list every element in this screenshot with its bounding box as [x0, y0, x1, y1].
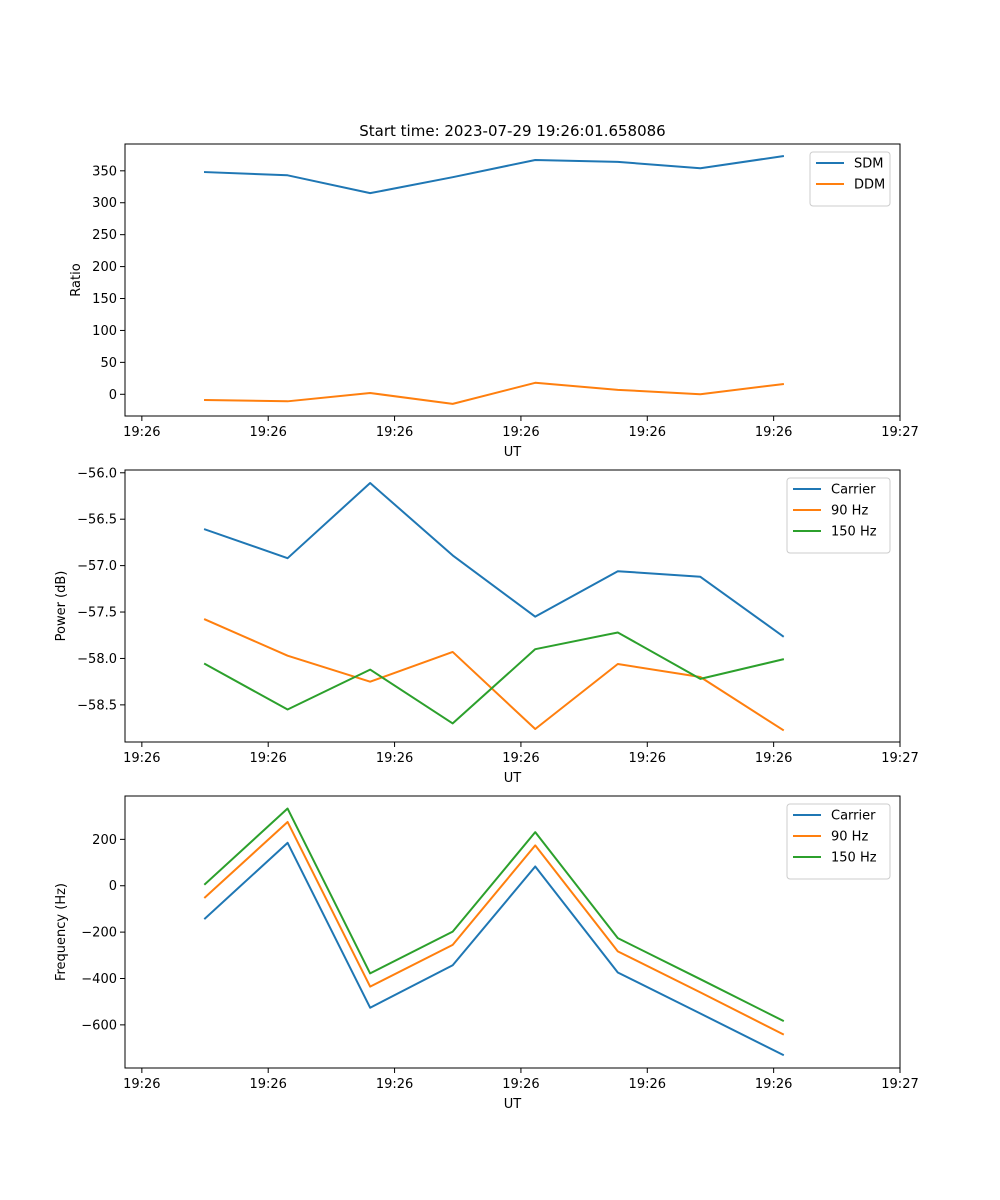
x-tick-label: 19:26 [755, 751, 792, 766]
x-tick-label: 19:26 [123, 751, 160, 766]
axes-frame [124, 795, 901, 1069]
legend-label: DDM [854, 178, 885, 193]
axes-frame [124, 469, 901, 743]
x-tick-label: 19:26 [629, 751, 666, 766]
x-tick-label: 19:27 [881, 425, 918, 440]
chart-panel-2: 19:26 19:26 19:26 19:26 19:26 19:26 19:27 UT −58… [54, 466, 919, 786]
legend-box [786, 477, 891, 554]
y-tick-label: 0 [109, 388, 117, 403]
x-tick-label: 19:26 [123, 1077, 160, 1092]
x-tick-label: 19:26 [376, 1077, 413, 1092]
chart-panel-3: 19:26 19:26 19:26 19:26 19:26 19:26 19:27 UT −60… [54, 795, 919, 1112]
y-tick-label: 350 [92, 164, 117, 179]
series-line-90-hz [203, 618, 785, 732]
y-tick-label: 200 [92, 833, 117, 848]
x-tick-label: 19:26 [249, 1077, 286, 1092]
legend-label: 90 Hz [831, 830, 868, 845]
series-line-150-hz [203, 631, 785, 725]
y-tick-label: −56.5 [77, 513, 117, 528]
x-tick-label: 19:26 [502, 1077, 539, 1092]
y-tick-label: 250 [92, 228, 117, 243]
y-axis-label: Power (dB) [54, 571, 69, 642]
legend-label: SDM [854, 157, 883, 172]
y-axis-label: Ratio [69, 263, 84, 296]
series-line-ddm [204, 381, 785, 405]
legend-label: 150 Hz [831, 525, 877, 540]
series-line-90-hz [203, 820, 785, 1036]
y-tick-label: −200 [81, 926, 117, 941]
legend-label: 90 Hz [831, 504, 868, 519]
y-tick-label: 300 [92, 196, 117, 211]
y-tick-label: 200 [92, 260, 117, 275]
legend-box [786, 803, 891, 880]
series-line-sdm [203, 154, 785, 195]
y-axis-label: Frequency (Hz) [54, 883, 69, 981]
y-tick-label: −58.5 [77, 698, 117, 713]
y-tick-label: 100 [92, 324, 117, 339]
x-tick-label: 19:26 [629, 1077, 666, 1092]
x-tick-label: 19:26 [123, 425, 160, 440]
chart-panel-1: Start time: 2023-07-29 19:26:01.658086 19… [69, 122, 919, 460]
x-tick-label: 19:26 [376, 751, 413, 766]
x-tick-label: 19:26 [629, 425, 666, 440]
x-tick-label: 19:27 [881, 1077, 918, 1092]
y-tick-label: 150 [92, 292, 117, 307]
y-tick-label: −57.5 [77, 606, 117, 621]
series-line-carrier [203, 841, 785, 1057]
legend-label: Carrier [831, 483, 876, 498]
axes-frame [124, 143, 901, 417]
series-line-carrier [203, 482, 785, 638]
y-tick-label: 0 [109, 879, 117, 894]
x-tick-label: 19:26 [502, 425, 539, 440]
x-axis-label: UT [504, 1097, 522, 1112]
x-tick-label: 19:26 [755, 425, 792, 440]
x-tick-label: 19:26 [502, 751, 539, 766]
x-axis-label: UT [504, 445, 522, 460]
y-tick-label: −400 [81, 972, 117, 987]
y-tick-label: −600 [81, 1018, 117, 1033]
x-tick-label: 19:27 [881, 751, 918, 766]
x-tick-label: 19:26 [249, 425, 286, 440]
x-tick-label: 19:26 [376, 425, 413, 440]
x-axis-label: UT [504, 771, 522, 786]
x-tick-label: 19:26 [249, 751, 286, 766]
y-tick-label: −57.0 [77, 559, 117, 574]
series-line-150-hz [203, 807, 785, 1023]
y-tick-label: −56.0 [77, 466, 117, 481]
legend-box [809, 151, 891, 207]
x-tick-label: 19:26 [755, 1077, 792, 1092]
y-tick-label: 50 [100, 356, 117, 371]
legend-label: Carrier [831, 809, 876, 824]
y-tick-label: −58.0 [77, 652, 117, 667]
legend-label: 150 Hz [831, 851, 877, 866]
chart-title: Start time: 2023-07-29 19:26:01.658086 [359, 122, 665, 140]
